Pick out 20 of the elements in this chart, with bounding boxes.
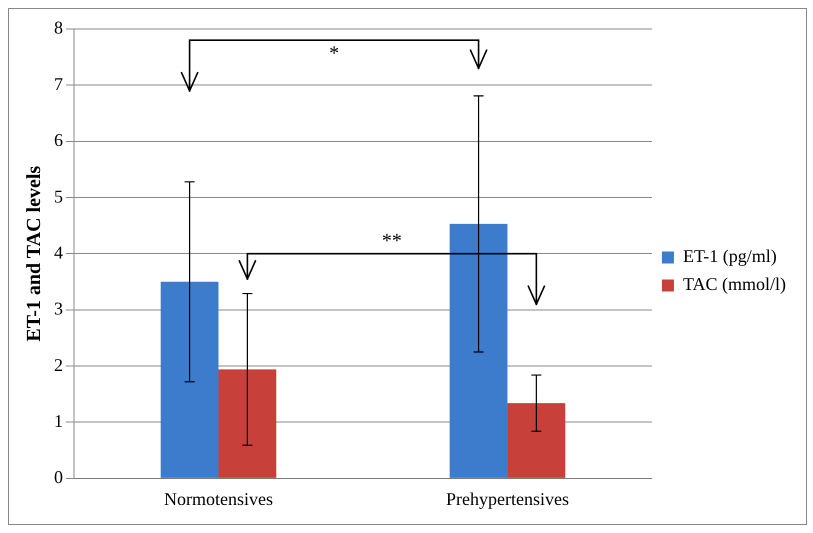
y-tick-label: 0 [54,467,63,488]
bar [218,369,276,478]
bar [160,282,218,478]
x-tick-label: Normotensives [164,488,273,509]
y-tick-label: 5 [54,186,63,206]
y-axis-title: ET-1 and TAC levels [23,166,46,342]
annotation: * [329,42,340,64]
y-tick-label: 4 [54,242,63,262]
legend-label: TAC (mmol/l) [682,274,786,294]
bar [507,403,566,478]
y-tick-label: 3 [54,298,63,319]
legend-label: ET-1 (pg/ml) [682,246,777,266]
y-tick-label: 8 [54,18,63,38]
bar [450,224,508,478]
y-tick-label: 7 [54,74,63,94]
y-tick-label: 1 [54,410,63,431]
y-tick-label: 2 [54,354,63,375]
annotation: ** [382,230,402,252]
y-tick-label: 6 [54,130,63,150]
x-tick-label: Prehypertensives [446,488,569,509]
